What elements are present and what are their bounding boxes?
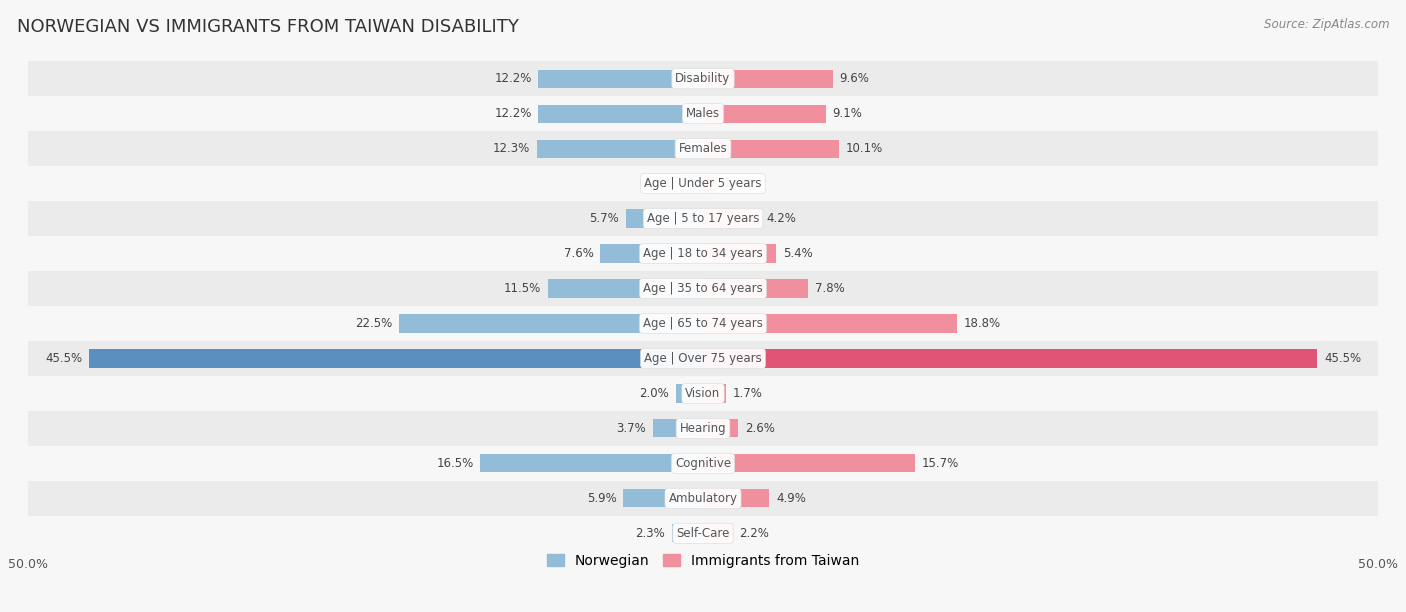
Bar [703, 209, 759, 228]
Bar [703, 524, 733, 542]
Bar [538, 70, 703, 88]
Bar [626, 209, 703, 228]
Bar [28, 166, 1378, 201]
Bar [28, 376, 1378, 411]
Text: 22.5%: 22.5% [356, 317, 392, 330]
Bar [672, 524, 703, 542]
Bar [703, 454, 915, 472]
Bar [703, 105, 825, 123]
Text: 45.5%: 45.5% [45, 352, 82, 365]
Legend: Norwegian, Immigrants from Taiwan: Norwegian, Immigrants from Taiwan [541, 548, 865, 573]
Bar [28, 131, 1378, 166]
Bar [399, 315, 703, 332]
Bar [623, 489, 703, 507]
Text: 18.8%: 18.8% [963, 317, 1001, 330]
Text: 12.3%: 12.3% [494, 142, 530, 155]
Bar [28, 96, 1378, 131]
Text: Age | 65 to 74 years: Age | 65 to 74 years [643, 317, 763, 330]
Text: 11.5%: 11.5% [503, 282, 541, 295]
Bar [703, 419, 738, 438]
Bar [28, 236, 1378, 271]
Bar [28, 516, 1378, 551]
Text: 1.0%: 1.0% [723, 177, 754, 190]
Bar [681, 174, 703, 193]
Text: Age | 18 to 34 years: Age | 18 to 34 years [643, 247, 763, 260]
Text: Age | 5 to 17 years: Age | 5 to 17 years [647, 212, 759, 225]
Bar [537, 140, 703, 158]
Bar [28, 306, 1378, 341]
Bar [28, 446, 1378, 481]
Text: Age | Under 5 years: Age | Under 5 years [644, 177, 762, 190]
Bar [703, 315, 956, 332]
Text: Source: ZipAtlas.com: Source: ZipAtlas.com [1264, 18, 1389, 31]
Bar [28, 411, 1378, 446]
Bar [703, 384, 725, 403]
Text: Females: Females [679, 142, 727, 155]
Text: 2.2%: 2.2% [740, 527, 769, 540]
Text: 2.0%: 2.0% [640, 387, 669, 400]
Bar [28, 201, 1378, 236]
Bar [676, 384, 703, 403]
Text: 2.3%: 2.3% [636, 527, 665, 540]
Text: Age | 35 to 64 years: Age | 35 to 64 years [643, 282, 763, 295]
Text: 2.6%: 2.6% [745, 422, 775, 435]
Bar [703, 349, 1317, 368]
Bar [703, 70, 832, 88]
Text: Ambulatory: Ambulatory [668, 492, 738, 505]
Bar [28, 341, 1378, 376]
Text: Self-Care: Self-Care [676, 527, 730, 540]
Text: Age | Over 75 years: Age | Over 75 years [644, 352, 762, 365]
Text: Vision: Vision [685, 387, 721, 400]
Bar [703, 489, 769, 507]
Text: 9.1%: 9.1% [832, 107, 862, 120]
Text: 5.4%: 5.4% [783, 247, 813, 260]
Text: 7.6%: 7.6% [564, 247, 593, 260]
Text: 5.7%: 5.7% [589, 212, 619, 225]
Text: 12.2%: 12.2% [494, 72, 531, 85]
Text: NORWEGIAN VS IMMIGRANTS FROM TAIWAN DISABILITY: NORWEGIAN VS IMMIGRANTS FROM TAIWAN DISA… [17, 18, 519, 36]
Bar [538, 105, 703, 123]
Text: 1.7%: 1.7% [644, 177, 673, 190]
Bar [28, 271, 1378, 306]
Text: Males: Males [686, 107, 720, 120]
Text: 1.7%: 1.7% [733, 387, 762, 400]
Text: 45.5%: 45.5% [1324, 352, 1361, 365]
Text: Disability: Disability [675, 72, 731, 85]
Bar [652, 419, 703, 438]
Bar [89, 349, 703, 368]
Bar [548, 280, 703, 297]
Text: 3.7%: 3.7% [617, 422, 647, 435]
Text: Hearing: Hearing [679, 422, 727, 435]
Bar [600, 244, 703, 263]
Text: 4.9%: 4.9% [776, 492, 806, 505]
Bar [481, 454, 703, 472]
Text: 5.9%: 5.9% [586, 492, 617, 505]
Text: 4.2%: 4.2% [766, 212, 796, 225]
Text: Cognitive: Cognitive [675, 457, 731, 470]
Bar [28, 481, 1378, 516]
Bar [28, 61, 1378, 96]
Text: 15.7%: 15.7% [922, 457, 959, 470]
Text: 7.8%: 7.8% [815, 282, 845, 295]
Bar [703, 174, 717, 193]
Text: 10.1%: 10.1% [846, 142, 883, 155]
Bar [703, 244, 776, 263]
Bar [703, 280, 808, 297]
Text: 9.6%: 9.6% [839, 72, 869, 85]
Bar [703, 140, 839, 158]
Text: 12.2%: 12.2% [494, 107, 531, 120]
Text: 16.5%: 16.5% [436, 457, 474, 470]
